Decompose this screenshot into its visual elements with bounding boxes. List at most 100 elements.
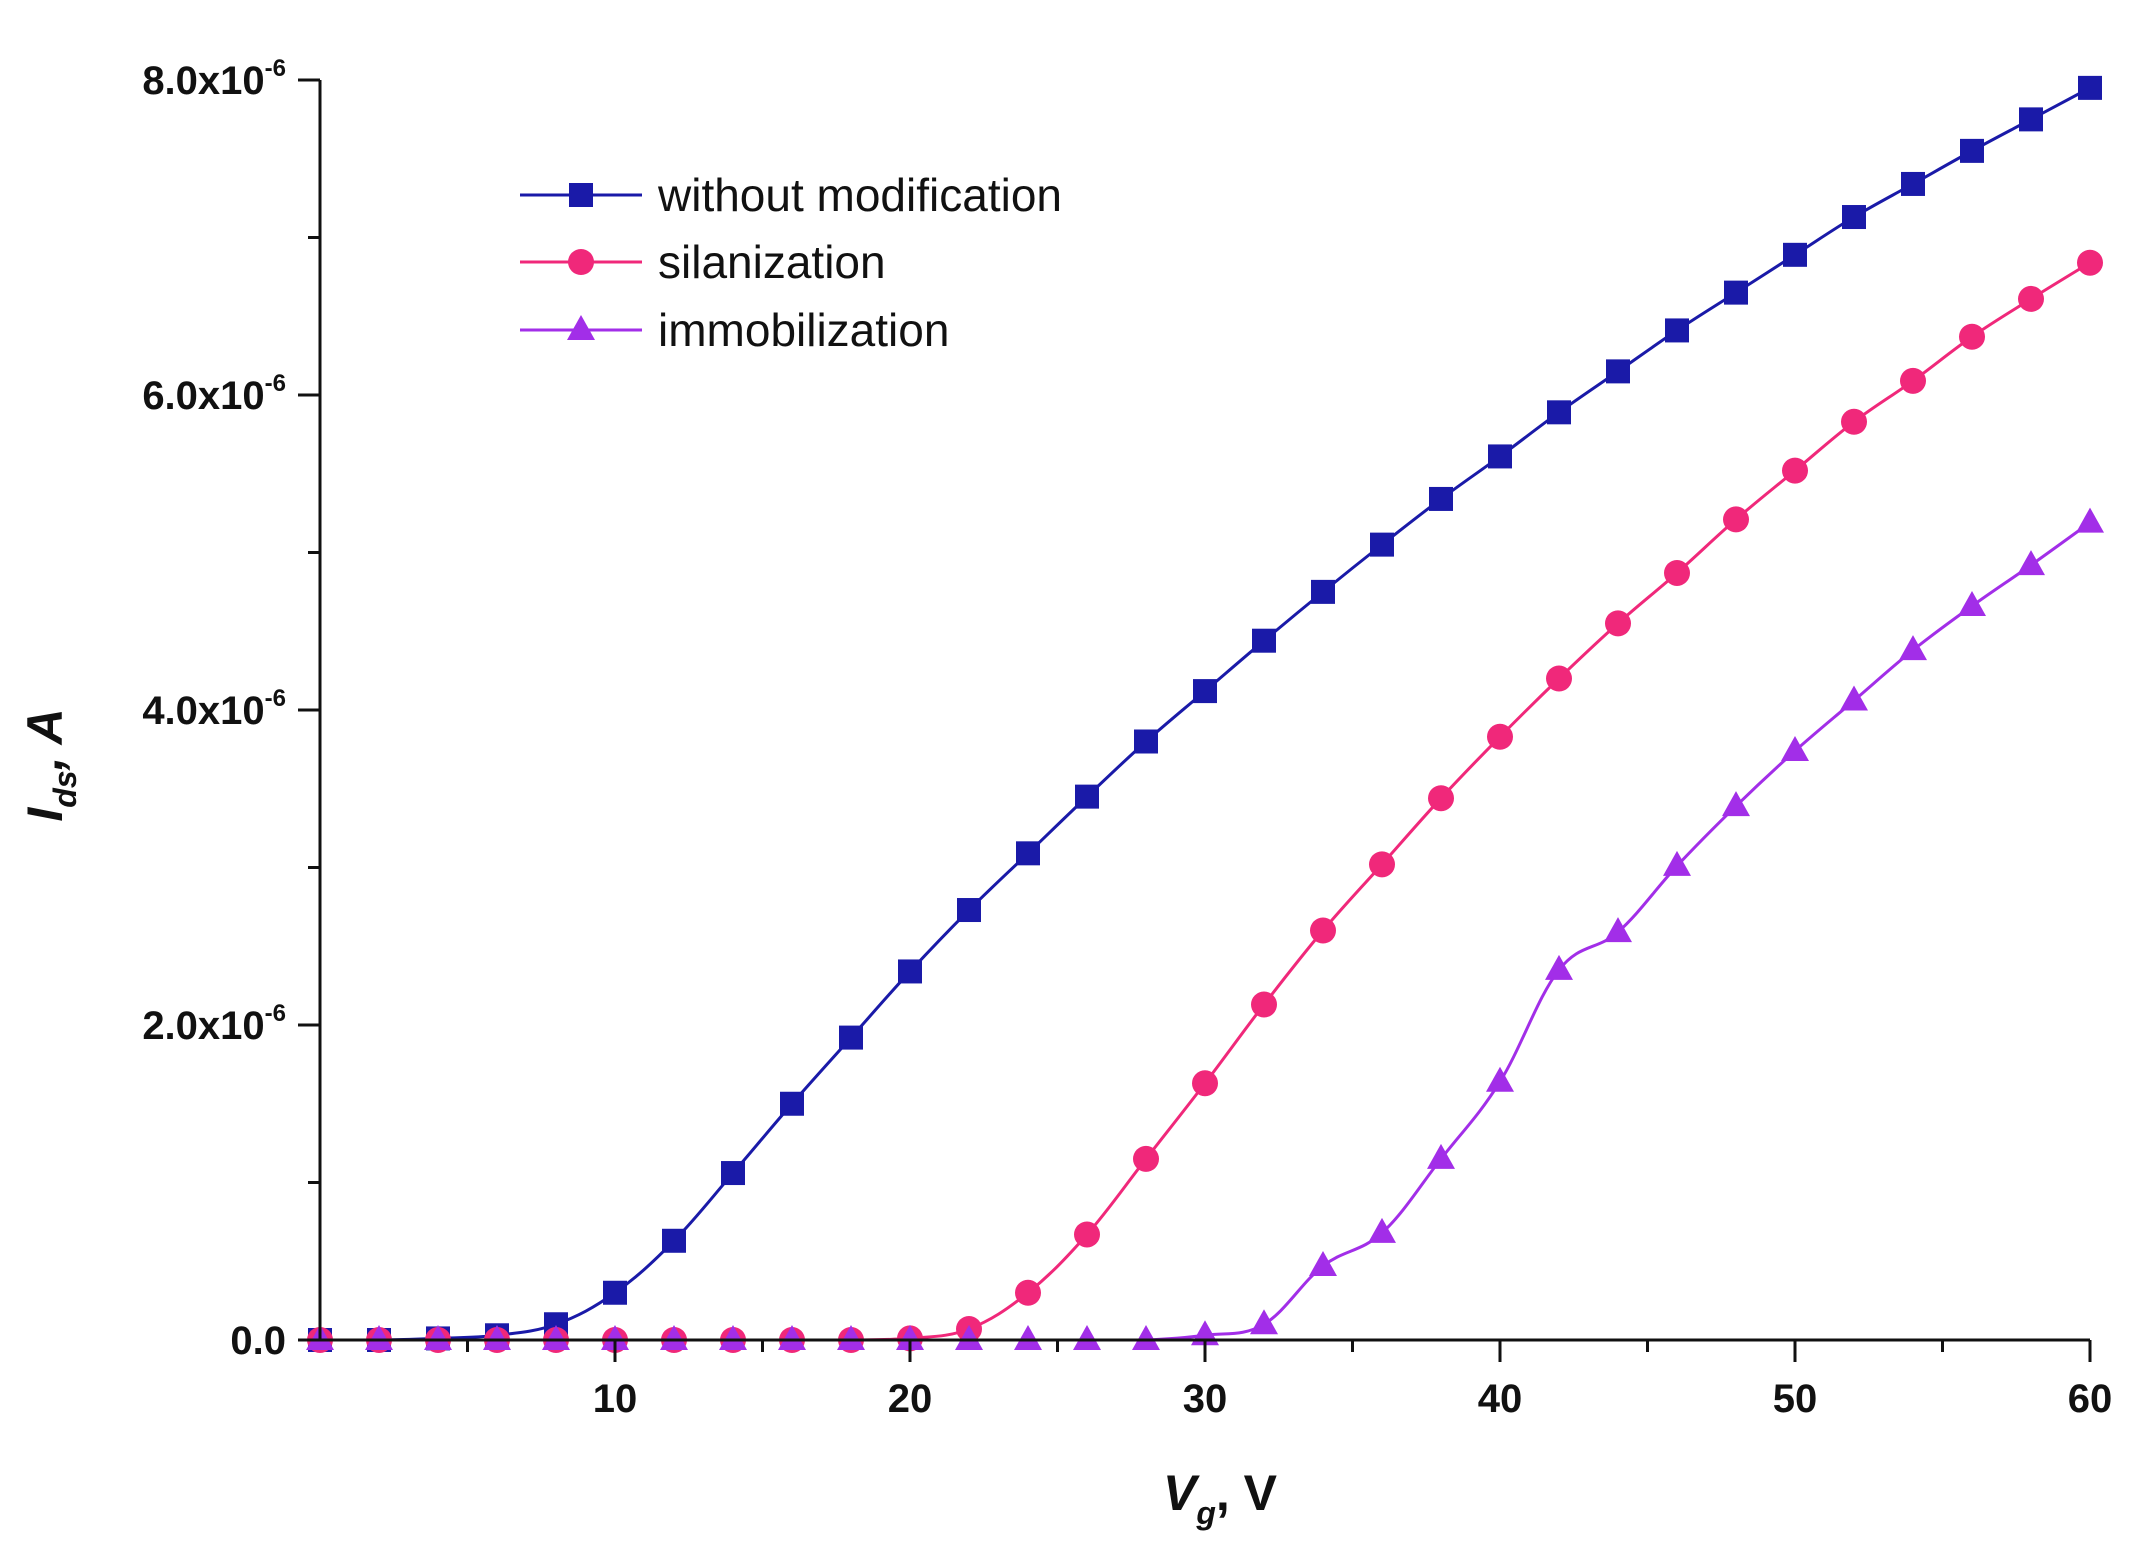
- data-point-silanization: [1546, 665, 1572, 692]
- data-point-without-modification: [1724, 280, 1748, 305]
- data-point-without-modification: [1901, 171, 1925, 196]
- data-point-silanization: [1428, 785, 1454, 812]
- data-point-without-modification: [1783, 242, 1807, 267]
- data-point-immobilization: [542, 1325, 570, 1350]
- data-point-silanization: [1664, 559, 1690, 586]
- y-axis-title: Ids, A: [17, 708, 83, 821]
- data-point-immobilization: [1722, 791, 1750, 817]
- data-point-silanization: [1487, 723, 1513, 750]
- data-point-immobilization: [1073, 1325, 1101, 1350]
- y-tick-exponent: -6: [265, 685, 286, 712]
- data-point-without-modification: [1429, 486, 1453, 511]
- y-tick-label: 6.0x10-6: [142, 370, 286, 418]
- data-point-silanization: [1959, 323, 1985, 350]
- legend-label-silanization: silanization: [658, 236, 886, 288]
- data-point-without-modification: [1193, 679, 1217, 704]
- y-axis-title-subscript: ds: [47, 770, 83, 807]
- data-point-silanization: [2077, 249, 2103, 276]
- data-point-without-modification: [2078, 75, 2102, 100]
- data-point-silanization: [1369, 851, 1395, 878]
- data-point-without-modification: [721, 1161, 745, 1186]
- y-tick-label: 2.0x10-6: [142, 1000, 286, 1048]
- data-point-immobilization: [1014, 1325, 1042, 1350]
- data-point-immobilization: [1309, 1250, 1337, 1276]
- data-point-immobilization: [2076, 507, 2104, 533]
- data-point-silanization: [1900, 367, 1926, 394]
- x-axis-title-main: V: [1163, 1465, 1200, 1521]
- data-point-silanization: [1192, 1070, 1218, 1097]
- data-point-silanization: [1015, 1279, 1041, 1306]
- y-tick-mantissa: 8.0x10: [142, 59, 264, 103]
- data-point-immobilization: [483, 1325, 511, 1350]
- y-tick-mantissa: 0.0: [230, 1319, 286, 1363]
- data-point-immobilization: [1486, 1066, 1514, 1092]
- data-point-immobilization: [601, 1325, 629, 1350]
- data-point-silanization: [1841, 408, 1867, 435]
- data-point-without-modification: [957, 898, 981, 923]
- data-point-immobilization: [424, 1325, 452, 1350]
- data-point-without-modification: [1960, 138, 1984, 163]
- legend-label-without-modification: without modification: [657, 169, 1062, 221]
- y-tick-label: 8.0x10-6: [142, 55, 286, 103]
- legend-item-immobilization: immobilization: [520, 304, 949, 356]
- data-point-silanization: [1605, 610, 1631, 637]
- x-axis-title-unit: , V: [1216, 1465, 1278, 1521]
- x-tick-label: 10: [593, 1377, 638, 1421]
- y-tick-exponent: -6: [265, 55, 286, 82]
- data-point-without-modification: [603, 1280, 627, 1305]
- data-point-without-modification: [1665, 318, 1689, 343]
- data-point-immobilization: [1250, 1309, 1278, 1335]
- y-tick-mantissa: 6.0x10: [142, 374, 264, 418]
- data-point-without-modification: [1075, 784, 1099, 809]
- y-tick-label: 0.0: [230, 1319, 286, 1363]
- data-point-silanization: [1723, 506, 1749, 533]
- data-point-without-modification: [1606, 359, 1630, 384]
- data-point-immobilization: [2017, 550, 2045, 576]
- data-point-without-modification: [1488, 444, 1512, 469]
- x-tick-label: 30: [1183, 1377, 1228, 1421]
- data-point-immobilization: [365, 1325, 393, 1350]
- y-tick-label: 4.0x10-6: [142, 685, 286, 733]
- data-point-immobilization: [1663, 850, 1691, 876]
- data-point-immobilization: [1840, 685, 1868, 711]
- data-point-immobilization: [1368, 1217, 1396, 1243]
- data-point-silanization: [1310, 917, 1336, 944]
- x-tick-label: 40: [1478, 1377, 1523, 1421]
- x-axis-title-subscript: g: [1195, 1495, 1216, 1531]
- data-point-silanization: [1133, 1145, 1159, 1172]
- data-point-without-modification: [1311, 579, 1335, 604]
- data-point-without-modification: [1016, 841, 1040, 866]
- data-point-without-modification: [839, 1025, 863, 1050]
- legend-triangle-marker: [567, 315, 595, 340]
- data-point-without-modification: [898, 959, 922, 984]
- legend: without modification silanization immobi…: [520, 169, 1062, 356]
- x-tick-label: 60: [2068, 1377, 2113, 1421]
- x-tick-label: 20: [888, 1377, 933, 1421]
- data-point-immobilization: [778, 1325, 806, 1350]
- x-tick-label: 50: [1773, 1377, 1818, 1421]
- data-point-silanization: [1251, 991, 1277, 1018]
- x-axis-ticks: 10 20 30 40 50 60: [466, 1340, 2113, 1421]
- data-point-immobilization: [896, 1325, 924, 1350]
- y-tick-exponent: -6: [265, 1000, 286, 1027]
- legend-square-marker: [569, 183, 593, 207]
- data-point-without-modification: [1370, 532, 1394, 557]
- data-point-without-modification: [1547, 400, 1571, 425]
- legend-circle-marker: [568, 249, 594, 275]
- y-axis-title-unit: , A: [17, 708, 73, 771]
- y-tick-mantissa: 4.0x10: [142, 689, 264, 733]
- data-point-immobilization: [837, 1325, 865, 1350]
- data-point-immobilization: [1604, 917, 1632, 943]
- data-point-immobilization: [1132, 1325, 1160, 1350]
- data-point-without-modification: [780, 1091, 804, 1116]
- y-axis-title-main: I: [17, 807, 73, 822]
- data-point-without-modification: [1842, 205, 1866, 230]
- y-tick-mantissa: 2.0x10: [142, 1004, 264, 1048]
- x-axis-title: Vg, V: [1163, 1465, 1278, 1531]
- data-point-immobilization: [1545, 954, 1573, 980]
- data-point-silanization: [2018, 285, 2044, 312]
- series-layer: [306, 75, 2104, 1353]
